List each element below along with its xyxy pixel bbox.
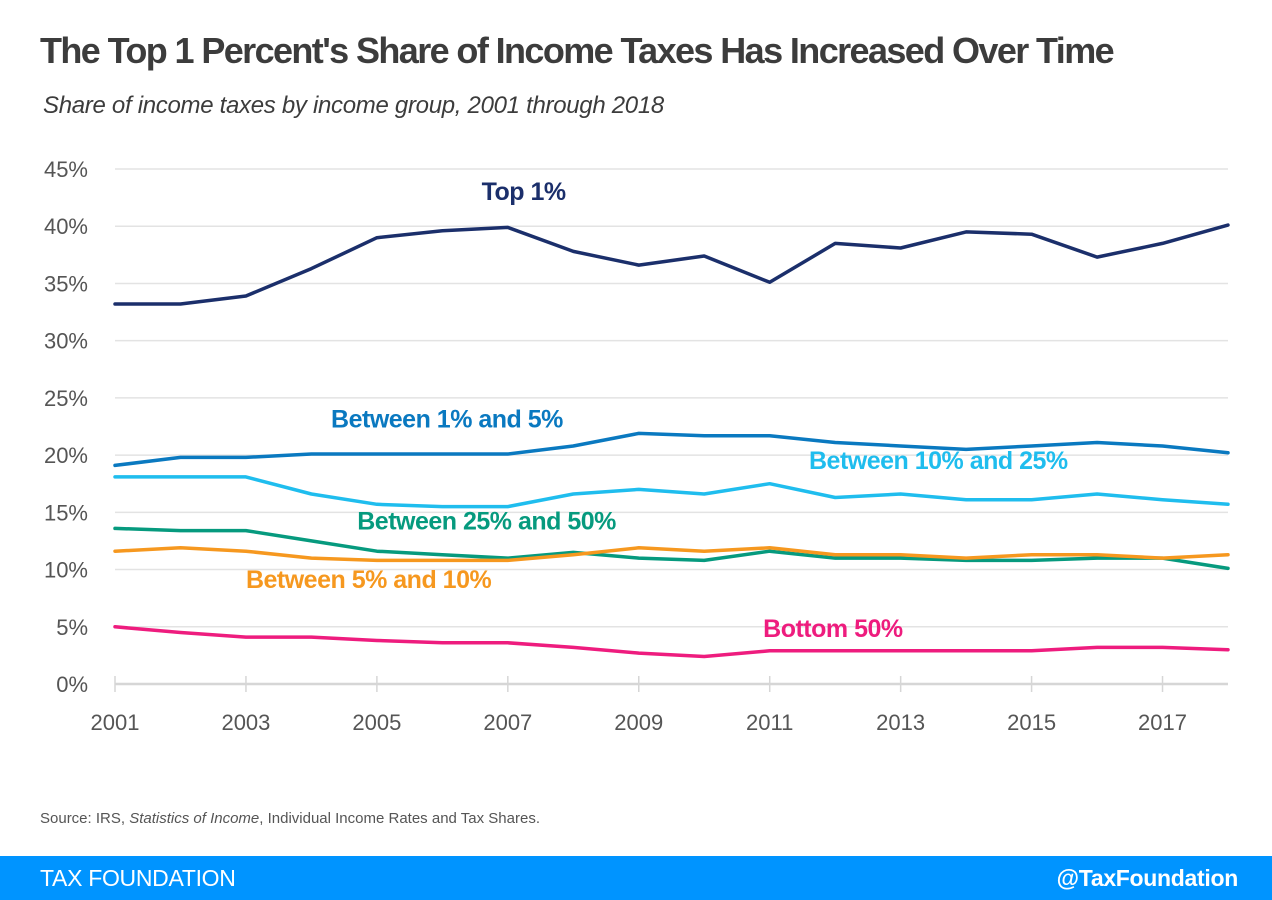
y-tick-label: 40% [44,214,88,239]
series-label-between-10-and-25-: Between 10% and 25% [809,447,1068,475]
x-tick-label: 2015 [1007,710,1056,735]
x-tick-label: 2017 [1138,710,1187,735]
series-line-bottom-50- [113,625,1230,659]
series-label-top-1-: Top 1% [482,178,566,206]
chart-title: The Top 1 Percent's Share of Income Taxe… [40,30,1115,71]
y-tick-label: 35% [44,271,88,296]
series-line-between-25-and-50- [113,526,1230,571]
y-tick-label: 25% [44,386,88,411]
series-label-bottom-50-: Bottom 50% [763,615,903,643]
y-axis-ticks: 0% 5% 10% 15% 20% 25% 30% 35% 40% 45% [44,157,88,697]
x-tick-label: 2001 [91,710,140,735]
twitter-handle[interactable]: @TaxFoundation [1056,865,1239,891]
series-labels: Top 1% Between 1% and 5% Between 10% and 2… [246,178,1068,643]
series-line-between-5-and-10- [113,546,1230,563]
y-tick-label: 10% [44,558,88,583]
line-chart: 0%5%10%15%20%25%30%35%40%45% 2001 2003 200… [44,157,1230,735]
series-lines [113,223,1230,659]
source-suffix: , Individual Income Rates and Tax Shares… [259,810,540,827]
series-line-between-10-and-25- [113,475,1230,509]
x-tick-label: 2013 [876,710,925,735]
gridlines [115,168,1228,628]
y-tick-label: 15% [44,500,88,525]
series-label-between-5-and-10-: Between 5% and 10% [246,566,492,594]
y-tick-label: 5% [56,615,88,640]
y-tick-label: 0% [56,672,88,697]
series-line-between-1-and-5- [113,431,1230,468]
x-tick-label: 2007 [483,710,532,735]
x-axis: 2001 2003 2005 2007 2009 2011 2013 2015 2017 [91,676,1228,735]
series-line-top-1- [113,223,1230,306]
footer-bar: TAX FOUNDATION @TaxFoundation [0,856,1272,900]
series-label-between-25-and-50-: Between 25% and 50% [357,508,616,536]
x-tick-label: 2009 [614,710,663,735]
brand-name: TAX FOUNDATION [40,865,236,891]
series-label-between-1-and-5-: Between 1% and 5% [331,406,563,434]
source-prefix: Source: IRS, [40,810,130,827]
y-tick-label: 20% [44,443,88,468]
y-tick-label: 30% [44,329,88,354]
source-italic: Statistics of Income [129,810,260,827]
x-tick-label: 2003 [221,710,270,735]
x-tick-label: 2005 [352,710,401,735]
source-note: Source: IRS, Statistics of Income, Indiv… [40,810,540,827]
chart-subtitle: Share of income taxes by income group, 2… [43,92,664,119]
y-tick-label: 45% [44,157,88,182]
x-tick-label: 2011 [746,710,793,735]
